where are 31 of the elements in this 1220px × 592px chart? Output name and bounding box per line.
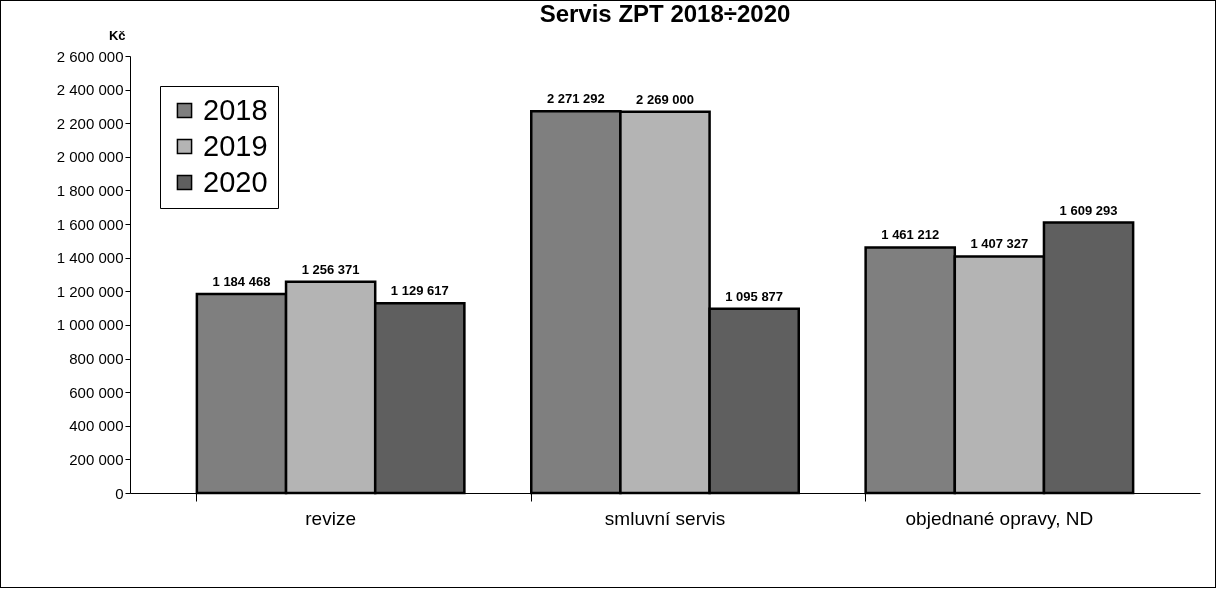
data-label: 1 609 293 bbox=[1059, 202, 1118, 218]
y-tick-label: 2 000 000 bbox=[56, 148, 124, 166]
data-label: 1 129 617 bbox=[390, 283, 449, 299]
data-label: 1 407 327 bbox=[970, 236, 1029, 252]
y-tick-label: 800 000 bbox=[69, 350, 124, 368]
y-tick-label: 1 600 000 bbox=[56, 215, 124, 233]
data-label: 1 184 468 bbox=[212, 273, 271, 289]
y-tick-label: 600 000 bbox=[69, 383, 124, 401]
y-axis-title: Kč bbox=[108, 27, 126, 43]
x-tick-label: objednané opravy, ND bbox=[905, 507, 1094, 529]
data-label: 2 271 292 bbox=[546, 91, 605, 107]
y-tick-label: 2 400 000 bbox=[56, 81, 124, 99]
x-tick-label: smluvní servis bbox=[604, 507, 726, 529]
y-tick-label: 1 800 000 bbox=[56, 181, 124, 199]
legend-label: 2020 bbox=[203, 165, 268, 198]
y-tick-label: 1 200 000 bbox=[56, 282, 124, 300]
y-tick-label: 1 400 000 bbox=[56, 249, 124, 267]
y-tick-label: 400 000 bbox=[69, 417, 124, 435]
data-label: 1 461 212 bbox=[881, 227, 940, 243]
y-tick-label: 200 000 bbox=[69, 450, 124, 468]
data-label: 1 095 877 bbox=[725, 288, 784, 304]
y-tick-label: 0 bbox=[115, 484, 124, 502]
data-label: 1 256 371 bbox=[301, 261, 360, 277]
legend-label: 2019 bbox=[203, 129, 268, 162]
data-label: 2 269 000 bbox=[636, 91, 694, 107]
y-tick-label: 2 200 000 bbox=[56, 114, 124, 132]
x-tick-label: revize bbox=[305, 507, 356, 529]
legend-label: 2018 bbox=[203, 93, 268, 126]
y-tick-label: 2 600 000 bbox=[56, 47, 124, 65]
y-tick-label: 1 000 000 bbox=[56, 316, 124, 334]
chart-title: Servis ZPT 2018÷2020 bbox=[539, 0, 791, 27]
